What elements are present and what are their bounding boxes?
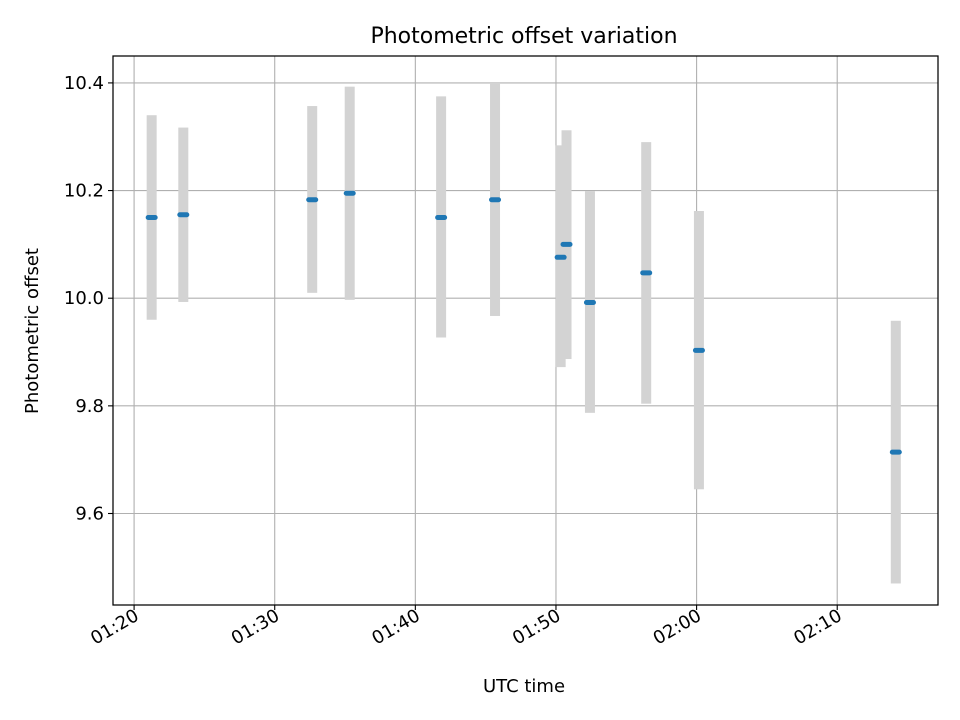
y-tick-label: 10.4 <box>64 73 104 94</box>
data-point <box>306 197 319 203</box>
data-point <box>145 214 158 220</box>
data-point <box>343 190 356 196</box>
data-points <box>145 190 902 455</box>
plot-area-frame <box>112 55 939 606</box>
y-tick-label: 9.6 <box>75 504 104 525</box>
x-axis-label: UTC time <box>483 676 565 697</box>
y-tick-label: 10.2 <box>64 181 104 202</box>
y-axis-ticks: 9.6 9.8 10.0 10.2 10.4 <box>64 73 113 525</box>
data-point <box>560 241 573 247</box>
data-point <box>583 300 596 306</box>
data-point <box>692 347 705 353</box>
y-tick-label: 9.8 <box>75 396 104 417</box>
data-point <box>489 197 502 203</box>
data-point <box>889 449 902 455</box>
chart-title: Photometric offset variation <box>370 24 677 49</box>
data-point <box>435 214 448 220</box>
data-point <box>554 254 567 260</box>
y-axis-label: Photometric offset <box>22 248 43 414</box>
data-point <box>177 212 190 218</box>
data-point <box>640 270 653 276</box>
y-tick-label: 10.0 <box>64 288 104 309</box>
